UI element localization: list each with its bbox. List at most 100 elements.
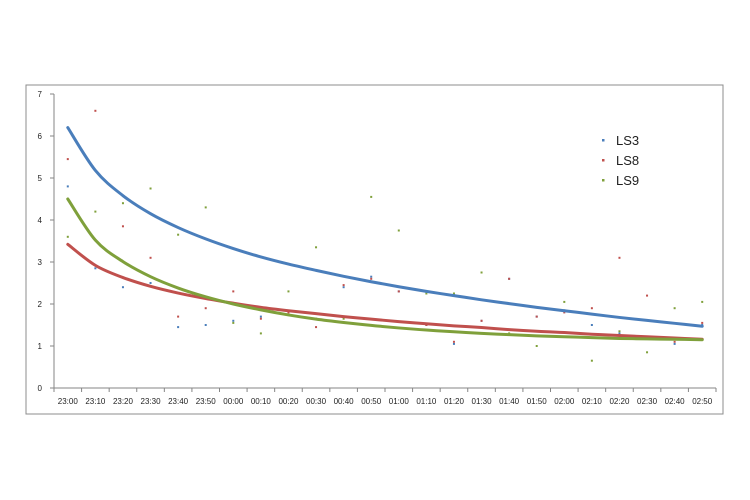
data-point-ls8 bbox=[452, 340, 455, 343]
data-point-ls3 bbox=[177, 326, 180, 329]
y-tick-label: 7 bbox=[38, 90, 43, 99]
legend-label-ls9: LS9 bbox=[616, 173, 639, 188]
x-tick-label: 00:10 bbox=[251, 397, 272, 406]
data-point-ls3 bbox=[452, 342, 455, 345]
chart-area-border bbox=[25, 84, 724, 415]
data-point-ls3 bbox=[259, 315, 262, 318]
data-point-ls9 bbox=[590, 359, 593, 362]
legend: LS3 LS8 LS9 bbox=[602, 133, 639, 188]
data-point-ls9 bbox=[204, 206, 207, 209]
data-point-ls8 bbox=[618, 256, 621, 259]
data-point-ls9 bbox=[121, 202, 124, 205]
data-point-ls3 bbox=[590, 324, 593, 326]
data-point-ls8 bbox=[342, 284, 345, 287]
data-point-ls9 bbox=[535, 345, 538, 347]
y-tick-label: 2 bbox=[38, 300, 43, 309]
data-point-ls8 bbox=[204, 307, 207, 310]
data-point-ls9 bbox=[287, 290, 290, 293]
x-tick-label: 00:50 bbox=[361, 397, 382, 406]
y-tick-label: 3 bbox=[38, 258, 43, 267]
data-point-ls9 bbox=[342, 317, 345, 320]
x-axis: 23:00 23:10 23:20 23:30 23:40 23:50 00:00 00:10… bbox=[53, 387, 717, 406]
data-point-ls3 bbox=[66, 185, 69, 188]
x-tick-label: 00:20 bbox=[278, 397, 299, 406]
data-point-ls9 bbox=[66, 235, 69, 238]
data-point-ls9 bbox=[701, 300, 704, 303]
data-point-ls8 bbox=[94, 109, 97, 112]
data-point-ls8 bbox=[397, 290, 400, 293]
x-tick-label: 23:20 bbox=[113, 397, 134, 406]
y-axis: 0 1 2 3 4 5 6 7 bbox=[38, 90, 55, 393]
x-tick-label: 01:00 bbox=[389, 397, 410, 406]
legend-label-ls8: LS8 bbox=[616, 153, 639, 168]
x-tick-label: 02:50 bbox=[692, 397, 713, 406]
data-point-ls3 bbox=[149, 282, 152, 284]
data-point-ls9 bbox=[232, 321, 235, 324]
data-point-ls9 bbox=[94, 210, 97, 213]
x-tick-label: 23:10 bbox=[85, 397, 106, 406]
x-tick-label: 23:40 bbox=[168, 397, 189, 406]
data-point-ls9 bbox=[149, 187, 152, 190]
x-tick-label: 02:10 bbox=[582, 397, 603, 406]
data-point-ls8 bbox=[149, 256, 152, 259]
data-point-ls9 bbox=[480, 271, 483, 274]
y-tick-label: 5 bbox=[38, 174, 43, 183]
x-tick-label: 00:30 bbox=[306, 397, 327, 406]
x-tick-label: 01:40 bbox=[499, 397, 520, 406]
x-tick-label: 02:20 bbox=[609, 397, 630, 406]
trendline-ls3 bbox=[66, 126, 704, 328]
data-point-ls3 bbox=[342, 286, 345, 289]
data-point-ls9 bbox=[452, 292, 455, 295]
data-point-ls9 bbox=[370, 195, 373, 198]
x-tick-label: 01:10 bbox=[416, 397, 437, 406]
y-tick-label: 6 bbox=[38, 132, 43, 141]
data-point-ls8 bbox=[590, 307, 593, 310]
data-point-ls8 bbox=[535, 315, 538, 318]
y-tick-label: 4 bbox=[38, 216, 43, 225]
x-tick-label: 01:20 bbox=[444, 397, 465, 406]
x-tick-label: 01:30 bbox=[472, 397, 493, 406]
data-point-ls8 bbox=[563, 311, 566, 314]
data-point-ls8 bbox=[701, 321, 704, 324]
y-tick-label: 0 bbox=[38, 384, 43, 393]
data-point-ls8 bbox=[66, 158, 69, 161]
x-tick-label: 23:50 bbox=[196, 397, 217, 406]
data-point-ls8 bbox=[232, 290, 235, 293]
data-point-ls9 bbox=[177, 233, 180, 236]
x-tick-label: 23:00 bbox=[58, 397, 79, 406]
data-point-ls8 bbox=[480, 319, 483, 322]
x-tick-label: 02:30 bbox=[637, 397, 658, 406]
x-tick-label: 02:40 bbox=[665, 397, 686, 406]
data-point-ls3 bbox=[94, 267, 97, 270]
data-point-ls9 bbox=[646, 351, 649, 354]
x-tick-label: 23:30 bbox=[141, 397, 162, 406]
data-point-ls9 bbox=[397, 229, 400, 232]
data-point-ls3 bbox=[232, 319, 235, 322]
data-point-ls8 bbox=[646, 294, 649, 297]
data-point-ls8 bbox=[121, 225, 124, 228]
y-tick-label: 1 bbox=[38, 342, 43, 351]
data-point-ls9 bbox=[563, 300, 566, 303]
x-tick-label: 02:00 bbox=[554, 397, 575, 406]
trendline-ls8 bbox=[66, 242, 704, 341]
trendline-ls9 bbox=[66, 197, 704, 342]
data-point-ls9 bbox=[425, 292, 428, 295]
x-tick-label: 00:40 bbox=[334, 397, 355, 406]
data-point-ls3 bbox=[370, 275, 373, 278]
data-point-ls3 bbox=[618, 332, 621, 335]
data-point-ls8 bbox=[259, 317, 262, 320]
data-point-ls3 bbox=[121, 286, 124, 289]
legend-marker-ls9 bbox=[602, 179, 605, 182]
x-tick-label: 01:50 bbox=[527, 397, 548, 406]
data-point-ls9 bbox=[315, 246, 318, 249]
legend-marker-ls3 bbox=[602, 139, 605, 142]
legend-marker-ls8 bbox=[602, 159, 605, 162]
data-point-ls8 bbox=[370, 277, 373, 280]
data-point-ls9 bbox=[259, 332, 262, 335]
x-tick-label: 00:00 bbox=[223, 397, 244, 406]
data-point-ls8 bbox=[177, 315, 180, 318]
trend-lines bbox=[66, 126, 704, 342]
data-point-ls8 bbox=[287, 311, 290, 314]
data-point-ls8 bbox=[508, 277, 511, 280]
